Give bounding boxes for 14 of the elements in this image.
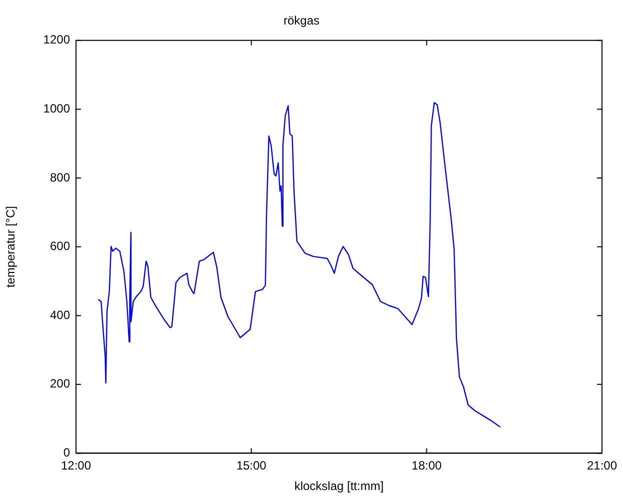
y-axis-title: temperatur [°C] xyxy=(4,206,18,288)
y-tick-label: 0 xyxy=(63,446,70,460)
y-tick-label: 400 xyxy=(50,308,70,322)
x-tick-label: 12:00 xyxy=(60,458,92,473)
y-tick-label: 1000 xyxy=(43,102,70,116)
y-tick-label: 200 xyxy=(50,376,70,391)
chart-title: rökgas xyxy=(283,14,320,28)
y-tick-label: 800 xyxy=(50,170,70,184)
y-tick-label: 1200 xyxy=(43,32,70,47)
y-tick-label: 600 xyxy=(50,239,70,254)
x-tick-label: 18:00 xyxy=(412,458,442,473)
x-tick-label: 15:00 xyxy=(236,458,267,473)
x-axis-title: klockslag [tt:mm] xyxy=(294,479,384,494)
x-tick-label: 21:00 xyxy=(586,458,618,473)
